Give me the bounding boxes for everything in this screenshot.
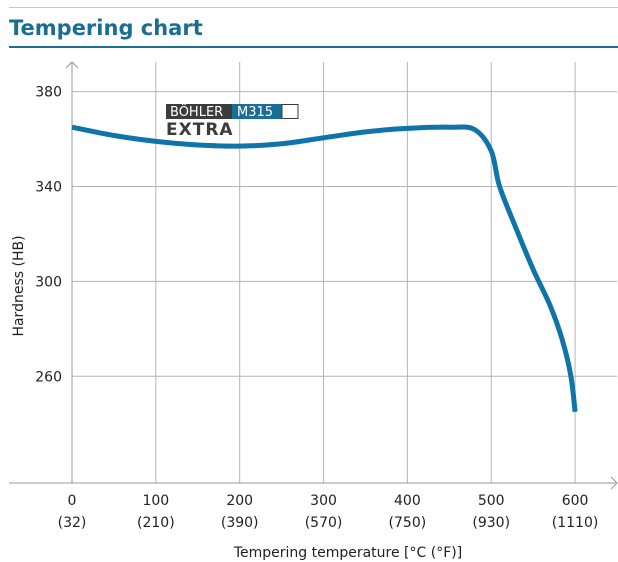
bohler-logo: BÖHLER M315 EXTRA (166, 103, 299, 140)
logo-end-box (281, 104, 299, 119)
x-tick-label: 400 (394, 493, 421, 509)
x-tick-sublabel: (390) (221, 515, 259, 531)
x-tick-label: 500 (478, 493, 505, 509)
x-tick-sublabel: (1110) (552, 515, 599, 531)
y-axis-label: Hardness (HB) (11, 235, 27, 336)
y-tick-label: 380 (35, 85, 62, 101)
title-underline (9, 46, 618, 48)
y-tick-label: 260 (35, 369, 62, 385)
page-title: Tempering chart (9, 16, 203, 40)
logo-sub-text: EXTRA (166, 120, 234, 140)
y-tick-label: 300 (35, 274, 62, 290)
x-tick-sublabel: (930) (472, 515, 510, 531)
x-tick-label: 100 (142, 493, 169, 509)
logo-brand-box (166, 104, 232, 119)
x-tick-sublabel: (210) (137, 515, 175, 531)
x-tick-label: 200 (226, 493, 253, 509)
x-tick-sublabel: (32) (58, 515, 87, 531)
x-axis-arrow (610, 476, 618, 490)
x-tick-label: 600 (562, 493, 589, 509)
chart-series (71, 124, 578, 413)
x-tick-label: 0 (68, 493, 77, 509)
x-axis-label: Tempering temperature [°C (°F)] (233, 545, 462, 561)
series-line (71, 124, 578, 413)
x-tick-sublabel: (750) (389, 515, 427, 531)
logo-grade-text: M315 (237, 105, 273, 120)
logo-brand-text: BÖHLER (170, 103, 223, 120)
y-axis-arrow (65, 61, 79, 69)
chart-axes (9, 61, 618, 490)
y-tick-labels: 260 300 340 380 (35, 85, 62, 386)
logo-grade-box (232, 104, 282, 119)
y-tick-label: 340 (35, 179, 62, 195)
x-tick-labels: 0 (32) 100 (210) 200 (390) 300 (570) 400 (750) 500… (58, 493, 599, 531)
top-divider (9, 7, 618, 8)
x-tick-label: 300 (310, 493, 337, 509)
chart-grid (72, 62, 617, 483)
x-tick-sublabel: (570) (305, 515, 343, 531)
